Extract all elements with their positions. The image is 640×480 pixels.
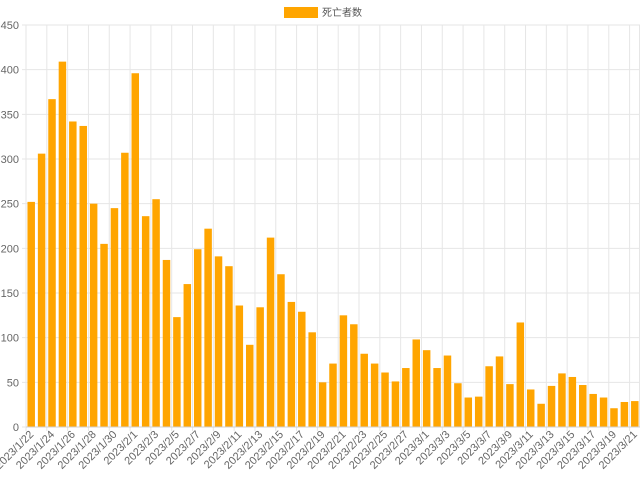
bar [256, 307, 264, 427]
y-tick-label: 150 [1, 288, 19, 300]
bar [214, 256, 223, 427]
bar [443, 355, 452, 427]
bar [391, 381, 400, 427]
y-tick-label: 250 [1, 199, 19, 211]
bar [183, 284, 192, 427]
bar [506, 384, 514, 427]
y-tick-label: 0 [13, 422, 19, 434]
bar [402, 368, 410, 427]
y-tick-label: 300 [1, 154, 19, 166]
bar [558, 373, 566, 427]
bar [547, 385, 556, 427]
bar [79, 125, 87, 427]
y-tick-label: 200 [1, 243, 19, 255]
bar [235, 305, 244, 427]
bar [48, 99, 56, 428]
bar [308, 332, 316, 427]
bar [141, 216, 150, 427]
bar [162, 259, 171, 427]
y-tick-label: 100 [1, 333, 19, 345]
bar [246, 344, 254, 427]
y-tick-label: 400 [1, 65, 19, 77]
bar [433, 368, 441, 427]
bar [422, 350, 431, 427]
bar [631, 401, 639, 427]
bar [58, 61, 67, 427]
bar [537, 403, 545, 427]
bar [370, 363, 379, 427]
bar [381, 372, 389, 427]
bar [27, 201, 35, 427]
bar [579, 385, 587, 427]
bar [89, 203, 98, 427]
y-tick-label: 450 [1, 20, 19, 32]
bar [69, 121, 77, 427]
bar [100, 243, 108, 427]
bar [277, 274, 285, 427]
bar [318, 382, 327, 427]
bar [495, 356, 504, 427]
bar [526, 389, 535, 427]
bar [454, 383, 462, 427]
bar [37, 153, 46, 427]
bar [620, 401, 629, 427]
bar [360, 353, 368, 427]
bar [121, 152, 129, 427]
bar [287, 301, 296, 427]
bar [204, 228, 212, 427]
legend-label: 死亡者数 [322, 6, 362, 19]
bar [350, 324, 358, 427]
legend-swatch [284, 7, 318, 18]
bar [131, 73, 140, 428]
bar [610, 408, 618, 427]
bar [110, 208, 119, 427]
y-tick-label: 350 [1, 109, 19, 121]
bar [329, 363, 337, 427]
bar [589, 393, 597, 427]
bar [266, 237, 275, 427]
bar [173, 317, 181, 427]
bar [568, 376, 577, 427]
bar [339, 315, 348, 427]
y-tick-label: 50 [7, 377, 19, 389]
bar [152, 199, 160, 427]
bar [464, 397, 473, 427]
bar [599, 397, 608, 427]
bar [474, 396, 483, 427]
bar [412, 339, 420, 427]
bar [485, 366, 493, 427]
bar [516, 322, 525, 427]
bar [193, 249, 202, 427]
bar [225, 266, 233, 427]
bar [298, 311, 306, 427]
